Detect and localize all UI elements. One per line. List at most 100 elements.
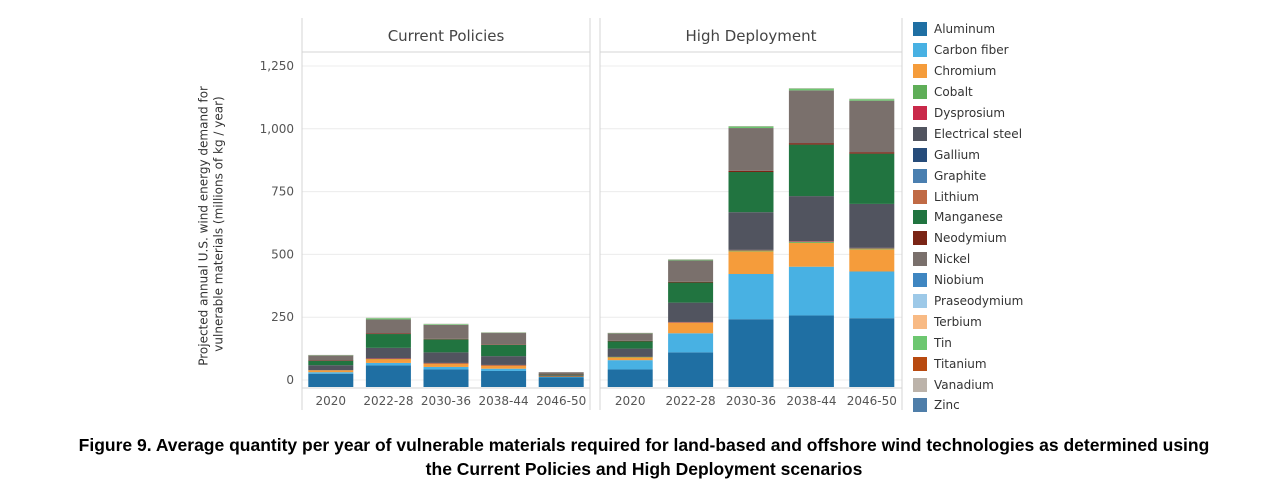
legend-item-graphite: Graphite bbox=[913, 165, 1063, 186]
legend-swatch-zinc bbox=[913, 398, 927, 413]
bar-current-policies-2038-44-carbon-fiber bbox=[481, 368, 527, 371]
figure-caption: Figure 9. Average quantity per year of v… bbox=[0, 433, 1288, 481]
legend-swatch-nickel bbox=[913, 252, 927, 267]
y-axis-ticks: 0 250 500 750 1,000 1,250 bbox=[260, 59, 294, 387]
bar-high-deployment-2020-tin bbox=[607, 333, 653, 334]
legend-label-niobium: Niobium bbox=[934, 273, 984, 288]
bar-high-deployment-2020-chromium bbox=[607, 357, 653, 361]
panel-title-current-policies: Current Policies bbox=[388, 27, 505, 45]
bar-current-policies-2046-50-manganese bbox=[538, 374, 584, 376]
legend-swatch-chromium bbox=[913, 64, 927, 79]
legend-swatch-praseodymium bbox=[913, 294, 927, 309]
bar-high-deployment-2038-44-carbon-fiber bbox=[788, 266, 834, 316]
bar-current-policies-2022-28-vanadium bbox=[365, 317, 411, 319]
bar-current-policies-2030-36-neodymium bbox=[423, 338, 469, 340]
x-tick-label-high-deployment-2038-44: 2038-44 bbox=[786, 394, 836, 408]
bar-current-policies-2038-44-electrical-steel bbox=[481, 356, 527, 365]
legend-swatch-dysprosium bbox=[913, 106, 927, 120]
legend-swatch-manganese bbox=[913, 210, 927, 225]
legend-item-niobium: Niobium bbox=[913, 270, 1063, 291]
bar-current-policies-2030-36-vanadium bbox=[423, 323, 469, 325]
legend-item-gallium: Gallium bbox=[913, 144, 1063, 165]
legend-swatch-niobium bbox=[913, 273, 927, 288]
x-tick-label-current-policies-2046-50: 2046-50 bbox=[536, 394, 586, 408]
bar-current-policies-2020-nickel bbox=[308, 355, 354, 361]
bar-high-deployment-2020-cobalt bbox=[607, 356, 653, 358]
legend-swatch-graphite bbox=[913, 168, 927, 183]
legend-label-carbon-fiber: Carbon fiber bbox=[934, 43, 1009, 58]
legend-item-electrical-steel: Electrical steel bbox=[913, 123, 1063, 144]
bar-high-deployment-2022-28-aluminum bbox=[668, 352, 714, 387]
bar-current-policies-2046-50-chromium bbox=[538, 376, 584, 377]
bar-high-deployment-2030-36-neodymium bbox=[728, 170, 774, 173]
bar-current-policies-2022-28-dysprosium bbox=[365, 358, 411, 359]
bar-high-deployment-2022-28-carbon-fiber bbox=[668, 333, 714, 353]
legend-label-graphite: Graphite bbox=[934, 168, 987, 183]
bar-current-policies-2030-36-aluminum bbox=[423, 369, 469, 387]
bar-high-deployment-2038-44-chromium bbox=[788, 242, 834, 267]
bar-current-policies-2020-carbon-fiber bbox=[308, 372, 354, 374]
x-axis-ticks: 2020 2022-28 2030-36 2038-44 2046-50 2020 2022… bbox=[316, 394, 897, 408]
legend-swatch-aluminum bbox=[913, 22, 927, 37]
bar-high-deployment-2022-28-electrical-steel bbox=[668, 302, 714, 322]
bar-current-policies-2046-50-nickel bbox=[538, 372, 584, 375]
bar-high-deployment-2022-28-vanadium bbox=[668, 259, 714, 260]
bar-high-deployment-2038-44-manganese bbox=[788, 144, 834, 197]
x-tick-label-high-deployment-2022-28: 2022-28 bbox=[666, 394, 716, 408]
caption-line-2: the Current Policies and High Deployment… bbox=[425, 459, 863, 479]
bar-high-deployment-2030-36-tin bbox=[728, 126, 774, 129]
bar-high-deployment-2038-44-dysprosium bbox=[788, 241, 834, 242]
legend-item-titanium: Titanium bbox=[913, 353, 1063, 374]
legend-label-zinc: Zinc bbox=[934, 398, 960, 413]
legend-swatch-gallium bbox=[913, 147, 927, 162]
bar-current-policies-2038-44-vanadium bbox=[481, 332, 527, 333]
bar-high-deployment-2030-36-carbon-fiber bbox=[728, 273, 774, 320]
bar-current-policies-2020-aluminum bbox=[308, 373, 354, 387]
bar-current-policies-2022-28-aluminum bbox=[365, 365, 411, 387]
bar-high-deployment-2020-aluminum bbox=[607, 369, 653, 387]
bar-current-policies-2020-neodymium bbox=[308, 360, 354, 361]
bar-current-policies-2020-chromium bbox=[308, 370, 354, 373]
bar-high-deployment-2020-nickel bbox=[607, 333, 653, 341]
legend-swatch-lithium bbox=[913, 189, 927, 204]
bar-high-deployment-2046-50-carbon-fiber bbox=[849, 271, 895, 319]
bar-high-deployment-2046-50-neodymium bbox=[849, 152, 895, 154]
legend-label-dysprosium: Dysprosium bbox=[934, 106, 1006, 120]
bar-current-policies-2038-44-chromium bbox=[481, 365, 527, 369]
legend-label-tin: Tin bbox=[934, 335, 952, 350]
legend-item-nickel: Nickel bbox=[913, 249, 1063, 270]
legend-label-praseodymium: Praseodymium bbox=[934, 294, 1024, 309]
legend-swatch-titanium bbox=[913, 356, 927, 371]
bar-high-deployment-2038-44-cobalt bbox=[788, 241, 834, 243]
bar-high-deployment-2020-neodymium bbox=[607, 340, 653, 342]
legend-item-chromium: Chromium bbox=[913, 61, 1063, 82]
legend-swatch-tin bbox=[913, 335, 927, 350]
bar-current-policies-2022-28-electrical-steel bbox=[365, 347, 411, 359]
legend-item-dysprosium: Dysprosium bbox=[913, 103, 1063, 124]
bar-high-deployment-2030-36-chromium bbox=[728, 251, 774, 274]
x-tick-label-current-policies-2020: 2020 bbox=[316, 394, 347, 408]
bar-high-deployment-2022-28-dysprosium bbox=[668, 321, 714, 323]
bar-high-deployment-2046-50-nickel bbox=[849, 100, 895, 153]
bar-current-policies-2030-36-manganese bbox=[423, 339, 469, 353]
y-axis-label: Projected annual U.S. wind energy demand… bbox=[197, 82, 226, 366]
x-tick-label-high-deployment-2020: 2020 bbox=[615, 394, 646, 408]
y-tick-label-0: 0 bbox=[286, 373, 294, 387]
bar-current-policies-2038-44-manganese bbox=[481, 344, 527, 357]
legend-swatch-neodymium bbox=[913, 231, 927, 246]
bar-high-deployment-2038-44-neodymium bbox=[788, 143, 834, 145]
bar-current-policies-2046-50-electrical-steel bbox=[538, 375, 584, 377]
legend-item-vanadium: Vanadium bbox=[913, 374, 1063, 395]
bar-current-policies-2022-28-tin bbox=[365, 318, 411, 320]
bar-high-deployment-2020-manganese bbox=[607, 341, 653, 349]
bar-high-deployment-2046-50-dysprosium bbox=[849, 247, 895, 249]
y-tick-label-3: 750 bbox=[271, 185, 294, 199]
bar-high-deployment-2038-44-vanadium bbox=[788, 88, 834, 89]
caption-line-1: Figure 9. Average quantity per year of v… bbox=[78, 435, 1210, 455]
legend-swatch-terbium bbox=[913, 314, 927, 329]
bar-current-policies-2030-36-tin bbox=[423, 324, 469, 325]
legend-label-chromium: Chromium bbox=[934, 64, 997, 79]
legend-swatch-electrical-steel bbox=[913, 126, 927, 141]
bar-current-policies-2020-manganese bbox=[308, 360, 354, 366]
legend-swatch-cobalt bbox=[913, 85, 927, 100]
